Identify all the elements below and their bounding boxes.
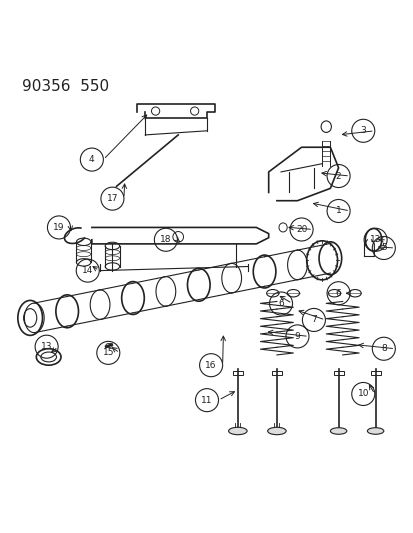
Ellipse shape [366, 427, 383, 434]
Text: 12: 12 [369, 235, 380, 244]
Bar [370, 370, 380, 375]
Text: 8: 8 [380, 344, 386, 353]
Ellipse shape [267, 427, 285, 435]
Text: 5: 5 [380, 244, 386, 253]
Ellipse shape [228, 427, 247, 435]
Text: 1: 1 [335, 206, 341, 215]
Text: 13: 13 [41, 342, 52, 351]
Text: 6: 6 [335, 289, 341, 298]
Text: 16: 16 [205, 361, 216, 370]
Text: 90356  550: 90356 550 [22, 79, 109, 94]
Text: 19: 19 [53, 223, 64, 232]
Bar [271, 370, 281, 375]
Text: 20: 20 [295, 225, 306, 234]
Text: 9: 9 [294, 332, 299, 341]
Bar [233, 370, 242, 375]
Text: 3: 3 [360, 126, 365, 135]
Text: 14: 14 [82, 266, 93, 275]
Text: 18: 18 [160, 235, 171, 244]
Text: 11: 11 [201, 395, 212, 405]
Text: 10: 10 [357, 390, 368, 399]
Ellipse shape [330, 427, 346, 434]
Text: 17: 17 [107, 194, 118, 203]
Text: 4: 4 [89, 155, 95, 164]
Text: 6: 6 [278, 299, 283, 308]
Text: 7: 7 [310, 316, 316, 325]
Text: 2: 2 [335, 172, 341, 181]
Bar [333, 370, 343, 375]
Text: 15: 15 [102, 349, 114, 357]
